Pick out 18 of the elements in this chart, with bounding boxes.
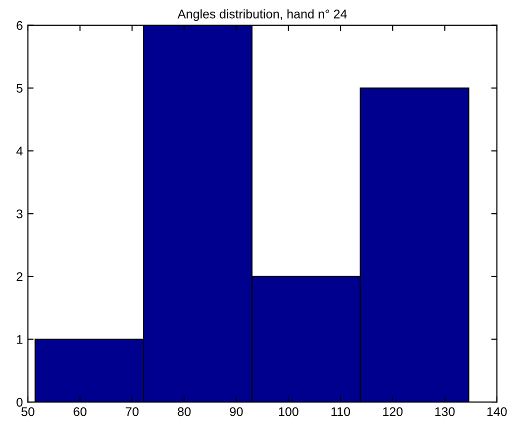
x-tick-label: 50 <box>21 407 34 416</box>
y-tick-label: 3 <box>16 209 22 218</box>
x-tick-label: 80 <box>178 407 191 416</box>
y-tick-label: 2 <box>16 272 22 281</box>
x-tick-label: 70 <box>126 407 139 416</box>
y-tick-label: 0 <box>16 398 23 407</box>
y-tick-label: 1 <box>17 335 22 344</box>
x-tick-label: 130 <box>435 407 455 416</box>
y-tick-label: 5 <box>16 84 22 93</box>
x-tick-label: 60 <box>74 407 86 416</box>
x-tick-label: 140 <box>487 407 507 416</box>
chart-title: Angles distribution, hand n° 24 <box>178 9 347 21</box>
x-tick-label: 90 <box>230 407 243 416</box>
x-tick-label: 110 <box>332 407 350 416</box>
y-tick-label: 6 <box>16 21 22 30</box>
y-tick-label: 4 <box>16 146 23 156</box>
x-tick-label: 100 <box>278 407 298 416</box>
x-tick-label: 120 <box>383 407 403 416</box>
